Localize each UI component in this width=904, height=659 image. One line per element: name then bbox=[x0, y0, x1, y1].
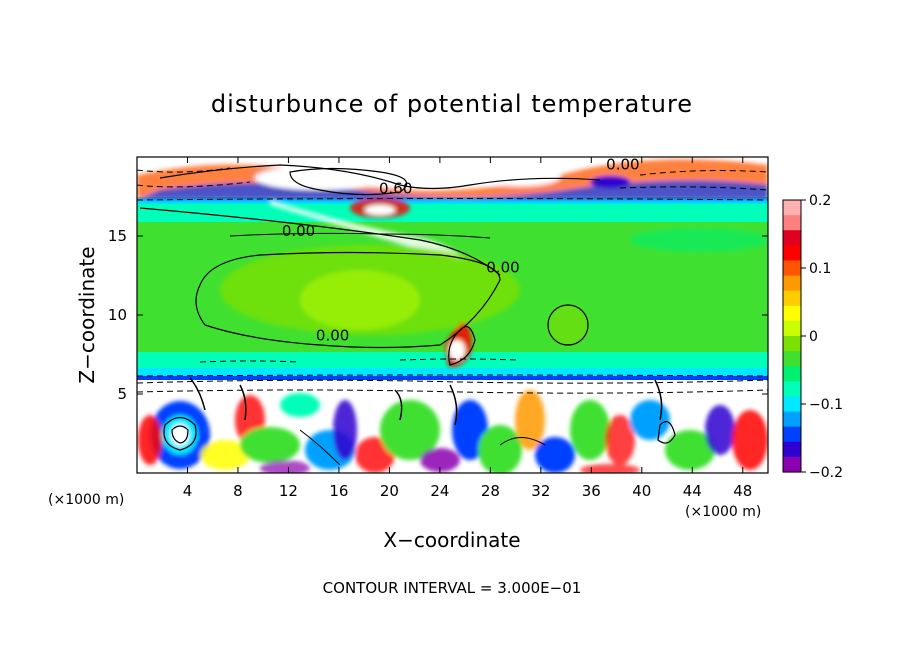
colorbar-segment bbox=[783, 320, 801, 337]
z-axis: 5 10 15 bbox=[108, 227, 768, 403]
colorbar-segment bbox=[783, 456, 801, 473]
colorbar-tick-label: 0.1 bbox=[809, 261, 831, 277]
x-tick-label: 36 bbox=[582, 482, 601, 500]
z-axis-title: Z−coordinate bbox=[75, 246, 99, 383]
colorbar-segment bbox=[783, 381, 801, 398]
colorbar-segment bbox=[783, 396, 801, 413]
x-unit-label-left: (×1000 m) bbox=[48, 492, 124, 508]
x-axis: 4 8 12 16 20 24 28 32 36 40 44 48 bbox=[183, 157, 752, 500]
contour-interval: CONTOUR INTERVAL = 3.000E−01 bbox=[323, 579, 582, 597]
z-tick-label: 10 bbox=[108, 306, 127, 324]
colorbar-ticks: 0.2 0.1 0 −0.1 −0.2 bbox=[801, 193, 843, 481]
contour-label: 0.00 bbox=[282, 222, 315, 240]
colorbar-segment bbox=[783, 305, 801, 322]
x-tick-label: 44 bbox=[683, 482, 702, 500]
potential-temperature-field bbox=[137, 157, 768, 473]
colorbar-segment bbox=[783, 441, 801, 458]
x-tick-label: 28 bbox=[481, 482, 500, 500]
contour-label: 0.00 bbox=[486, 258, 519, 276]
x-axis-title: X−coordinate bbox=[383, 528, 520, 552]
colorbar bbox=[782, 199, 802, 473]
x-tick-label: 32 bbox=[531, 482, 550, 500]
colorbar-segment bbox=[783, 366, 801, 382]
contour-label: 0.00 bbox=[316, 326, 349, 344]
x-tick-label: 4 bbox=[183, 482, 193, 500]
colorbar-segment bbox=[783, 275, 801, 292]
colorbar-segment bbox=[783, 215, 801, 231]
contour-label: 0.60 bbox=[379, 179, 412, 197]
negative-contours bbox=[137, 167, 768, 394]
contour-label: 0.00 bbox=[606, 156, 639, 174]
colorbar-segment bbox=[783, 260, 801, 277]
x-tick-label: 12 bbox=[279, 482, 298, 500]
colorbar-tick-label: −0.2 bbox=[809, 465, 843, 481]
x-tick-label: 24 bbox=[430, 482, 449, 500]
chart-title: disturbunce of potential temperature bbox=[211, 90, 693, 118]
x-tick-label: 48 bbox=[733, 482, 752, 500]
colorbar-tick-label: 0 bbox=[809, 329, 818, 345]
colorbar-segment bbox=[783, 290, 801, 307]
x-tick-label: 40 bbox=[632, 482, 651, 500]
colorbar-segment bbox=[783, 336, 801, 352]
z-tick-label: 5 bbox=[117, 385, 127, 403]
contour-labels: 0.60 0.00 0.00 0.00 0.00 bbox=[282, 156, 640, 345]
colorbar-segment bbox=[783, 230, 801, 246]
colorbar-segment bbox=[783, 200, 801, 216]
colorbar-segment bbox=[783, 245, 801, 262]
colorbar-segment bbox=[783, 426, 801, 443]
x-tick-label: 8 bbox=[233, 482, 243, 500]
colorbar-tick-label: 0.2 bbox=[809, 193, 831, 209]
z-tick-label: 15 bbox=[108, 227, 127, 245]
contour-lines bbox=[139, 164, 676, 466]
x-tick-label: 16 bbox=[329, 482, 348, 500]
colorbar-tick-label: −0.1 bbox=[809, 397, 843, 413]
x-tick-label: 20 bbox=[380, 482, 399, 500]
colorbar-segment bbox=[783, 351, 801, 367]
colorbar-segment bbox=[783, 411, 801, 428]
x-unit-label-right: (×1000 m) bbox=[685, 504, 761, 520]
